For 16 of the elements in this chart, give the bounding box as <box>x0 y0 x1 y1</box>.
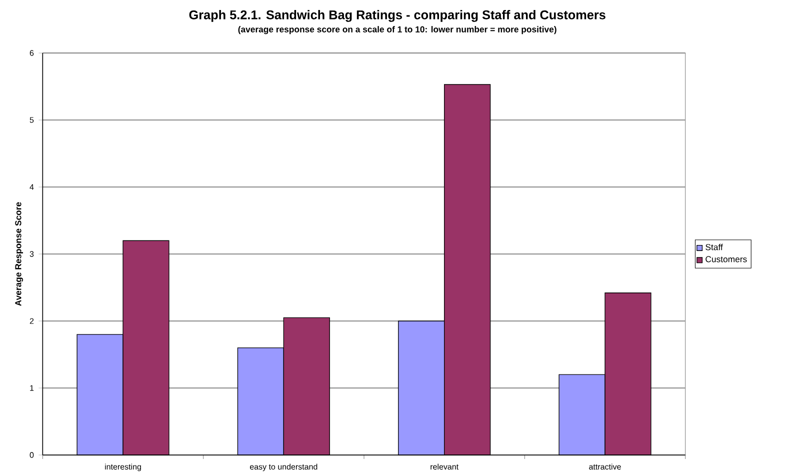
y-tick-label: 1 <box>30 385 34 391</box>
y-axis-title: Average Response Score <box>15 202 24 306</box>
y-tick-label: 0 <box>30 452 34 458</box>
chart-title: Graph 5.2.1. Sandwich Bag Ratings - comparing Staff and Customers <box>189 10 606 22</box>
y-tick-label: 4 <box>30 184 34 190</box>
x-tick-label: relevant <box>430 464 459 470</box>
y-tick-label: 6 <box>30 50 34 56</box>
chart-subtitle: (average response score on a scale of 1 to 10: lower number = more positive) <box>238 26 556 34</box>
x-tick-label: easy to understand <box>250 464 318 472</box>
legend-label: Staff <box>706 244 723 250</box>
y-tick-label: 3 <box>30 251 34 257</box>
legend-label: Customers <box>706 256 747 262</box>
x-tick-label: interesting <box>105 464 141 472</box>
y-tick-label: 5 <box>30 117 34 123</box>
x-tick-label: attractive <box>589 464 621 470</box>
y-tick-label: 2 <box>30 318 34 324</box>
